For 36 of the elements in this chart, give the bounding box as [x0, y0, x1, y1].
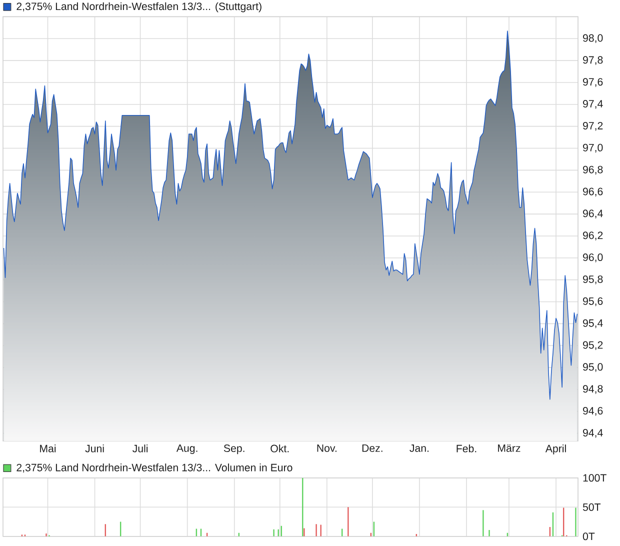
- x-tick-label: Aug.: [176, 444, 198, 454]
- y-tick-label: 95,2: [583, 341, 603, 350]
- y-tick-label: 95,0: [583, 363, 603, 372]
- y-tick-label: 95,4: [583, 319, 603, 328]
- x-tick-label: Dez.: [362, 444, 382, 452]
- y-tick-label: 50T: [582, 503, 601, 511]
- x-tick-label: April: [545, 444, 566, 454]
- y-tick-label: 96,6: [583, 188, 603, 196]
- y-tick-label: 94,6: [583, 407, 603, 416]
- y-tick-label: 98,0: [583, 34, 603, 44]
- x-tick-label: Jan.: [410, 444, 428, 452]
- y-tick-label: 0T: [582, 532, 595, 540]
- x-tick-label: Juni: [85, 444, 104, 452]
- x-tick-label: Sep.: [224, 444, 244, 454]
- y-tick-label: 95,6: [583, 297, 603, 306]
- x-tick-label: Okt.: [270, 444, 289, 452]
- y-tick-label: 96,0: [583, 254, 603, 262]
- legend-label: 2,375% Land Nordrhein-Westfalen 13/3... Volumen in Euro: [16, 464, 292, 473]
- y-tick-label: 96,2: [583, 232, 603, 240]
- x-tick-label: Juli: [132, 444, 148, 452]
- y-tick-label: 96,4: [583, 210, 603, 218]
- x-tick-label: Nov.: [317, 444, 336, 452]
- y-tick-label: 97,6: [583, 78, 603, 87]
- y-tick-label: 94,4: [583, 428, 603, 438]
- y-tick-label: 97,8: [583, 56, 603, 65]
- y-tick-label: 96,8: [583, 166, 603, 175]
- x-tick-label: Mai: [40, 444, 56, 452]
- y-tick-label: 94,8: [583, 385, 603, 394]
- y-tick-label: 97,0: [583, 144, 603, 153]
- y-tick-label: 97,4: [583, 100, 603, 109]
- x-tick-label: Feb.: [456, 444, 476, 452]
- legend-label: 2,375% Land Nordrhein-Westfalen 13/3... (Stuttgart): [16, 2, 262, 12]
- x-tick-label: März: [498, 444, 520, 452]
- y-tick-label: 97,2: [583, 122, 603, 131]
- y-tick-label: 100T: [583, 474, 606, 482]
- y-tick-label: 95,8: [583, 275, 603, 284]
